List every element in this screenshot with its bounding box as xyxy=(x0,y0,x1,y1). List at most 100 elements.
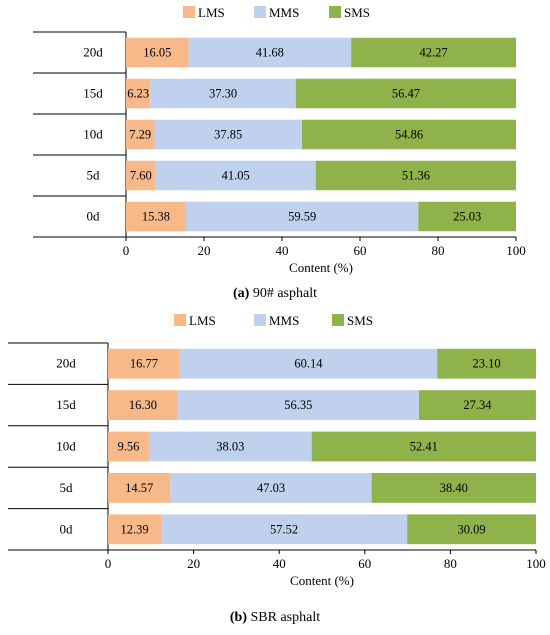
chart-a-data-label: 7.29 xyxy=(129,128,151,142)
chart-a-data-label: 41.68 xyxy=(256,46,284,60)
chart-a-data-label: 7.60 xyxy=(130,169,152,183)
chart-b-bar-mms xyxy=(170,472,372,503)
chart-a-bar-sms xyxy=(295,78,516,109)
chart-b-bar-sms xyxy=(311,431,536,462)
chart-a-data-label: 37.30 xyxy=(209,87,237,101)
chart-b-data-label: 57.52 xyxy=(270,522,298,536)
chart-a-bar-sms xyxy=(351,37,516,68)
chart-b-data-label: 52.41 xyxy=(410,440,438,454)
chart-b-category-label: 15d xyxy=(56,397,76,412)
chart-b-data-label: 30.09 xyxy=(458,522,486,536)
chart-b-bar-lms xyxy=(108,472,171,503)
chart-a-legend-label-sms: SMS xyxy=(344,5,370,20)
chart-a-tick-label: 60 xyxy=(354,243,367,258)
chart-b-data-label: 27.34 xyxy=(463,398,492,412)
chart-b-category-label: 0d xyxy=(60,521,74,536)
chart-a-bar-lms xyxy=(126,201,186,232)
chart-a-category-label: 20d xyxy=(83,45,103,60)
chart-a-bar-sms xyxy=(302,119,516,150)
caption-b-letter: (b) xyxy=(229,610,247,625)
chart-b-bar-sms xyxy=(407,514,536,545)
chart-b-data-label: 56.35 xyxy=(284,398,312,412)
chart-a-legend-label-lms: LMS xyxy=(198,5,225,20)
chart-b-bar-lms xyxy=(108,431,149,462)
chart-a-legend-swatch-lms xyxy=(183,6,195,18)
chart-a-bar-mms xyxy=(154,119,303,150)
chart-b-legend-label-mms: MMS xyxy=(269,313,299,328)
chart-b-data-label: 12.39 xyxy=(120,522,148,536)
chart-a-category-label: 5d xyxy=(87,168,101,183)
chart-a-data-label: 42.27 xyxy=(420,46,448,60)
chart-b-category-label: 10d xyxy=(56,439,76,454)
chart-b-x-axis-label: Content (%) xyxy=(290,573,354,588)
chart-a-data-label: 54.86 xyxy=(395,128,423,142)
chart-b: LMS MMS SMS 20d 16.77 60.14 23.10 15d 16.30 56.35… xyxy=(8,313,546,588)
chart-b-legend-label-sms: SMS xyxy=(347,313,373,328)
chart-a-bar-lms xyxy=(126,37,189,68)
chart-a-legend: LMS MMS SMS xyxy=(183,5,370,20)
chart-a-bar-mms xyxy=(188,37,352,68)
chart-b-tick-label: 80 xyxy=(444,556,457,571)
chart-b-data-label: 60.14 xyxy=(294,357,323,371)
chart-b-legend-label-lms: LMS xyxy=(189,313,216,328)
chart-a-data-label: 15.38 xyxy=(142,210,170,224)
chart-b-tick-label: 20 xyxy=(187,556,200,571)
chart-a-data-label: 59.59 xyxy=(288,210,316,224)
caption-a-text: 90# asphalt xyxy=(249,286,317,301)
chart-b-tick-label: 100 xyxy=(526,556,546,571)
chart-a-bar-mms xyxy=(155,160,316,191)
chart-b-bar-lms xyxy=(108,514,162,545)
chart-a-bar-mms xyxy=(150,78,296,109)
chart-b-bar-mms xyxy=(179,348,438,379)
chart-a-bar-sms xyxy=(418,201,516,232)
chart-b-category-label: 20d xyxy=(56,356,76,371)
chart-b-bar-sms xyxy=(371,472,536,503)
chart-a-tick-label: 20 xyxy=(198,243,211,258)
chart-a-bar-sms xyxy=(315,160,517,191)
chart-a-legend-label-mms: MMS xyxy=(269,5,299,20)
chart-b-category-label: 5d xyxy=(60,480,74,495)
chart-b-bar-lms xyxy=(108,348,180,379)
chart-a-data-label: 25.03 xyxy=(453,210,481,224)
chart-b-bar-mms xyxy=(177,390,419,421)
chart-a-tick-label: 40 xyxy=(276,243,289,258)
chart-b-bar-sms xyxy=(437,348,537,379)
chart-a-data-label: 6.23 xyxy=(127,87,149,101)
chart-b-legend-swatch-sms xyxy=(332,314,344,326)
chart-a-bar-lms xyxy=(126,78,151,109)
caption-b-text: SBR asphalt xyxy=(247,610,321,625)
chart-a-bar-mms xyxy=(185,201,419,232)
chart-a-bar-lms xyxy=(126,160,156,191)
chart-a-data-label: 51.36 xyxy=(402,169,430,183)
chart-a-data-label: 56.47 xyxy=(392,87,420,101)
chart-b-bar-sms xyxy=(418,390,536,421)
chart-b-bar-lms xyxy=(108,390,178,421)
chart-a-legend-swatch-sms xyxy=(329,6,341,18)
chart-b-data-label: 14.57 xyxy=(125,481,153,495)
chart-a-data-label: 41.05 xyxy=(222,169,250,183)
caption-a-letter: (a) xyxy=(233,286,250,301)
chart-b-bar-mms xyxy=(148,431,312,462)
chart-b-legend-swatch-lms xyxy=(174,314,186,326)
chart-a: LMS MMS SMS 20d 16.05 41.68 42.27 15d 6.23 37.30 5… xyxy=(33,5,526,275)
chart-b-data-label: 9.56 xyxy=(118,440,140,454)
chart-b-legend-swatch-mms xyxy=(254,314,266,326)
chart-b-tick-label: 40 xyxy=(273,556,286,571)
chart-b-data-label: 16.77 xyxy=(130,357,158,371)
chart-a-x-axis-label: Content (%) xyxy=(289,260,353,275)
chart-a-tick-label: 100 xyxy=(506,243,526,258)
caption-a: (a) 90# asphalt xyxy=(0,286,550,302)
chart-b-tick-label: 60 xyxy=(358,556,371,571)
chart-b-data-label: 38.40 xyxy=(440,481,468,495)
chart-a-category-label: 10d xyxy=(83,127,103,142)
chart-a-bar-lms xyxy=(126,119,155,150)
chart-b-data-label: 16.30 xyxy=(129,398,157,412)
chart-a-tick-label: 0 xyxy=(123,243,130,258)
chart-a-data-label: 16.05 xyxy=(143,46,171,60)
chart-b-tick-label: 0 xyxy=(105,556,112,571)
chart-b-bar-mms xyxy=(161,514,408,545)
chart-a-category-label: 15d xyxy=(83,86,103,101)
chart-a-tick-label: 80 xyxy=(432,243,445,258)
chart-b-legend: LMS MMS SMS xyxy=(174,313,373,328)
chart-a-category-label: 0d xyxy=(87,209,101,224)
